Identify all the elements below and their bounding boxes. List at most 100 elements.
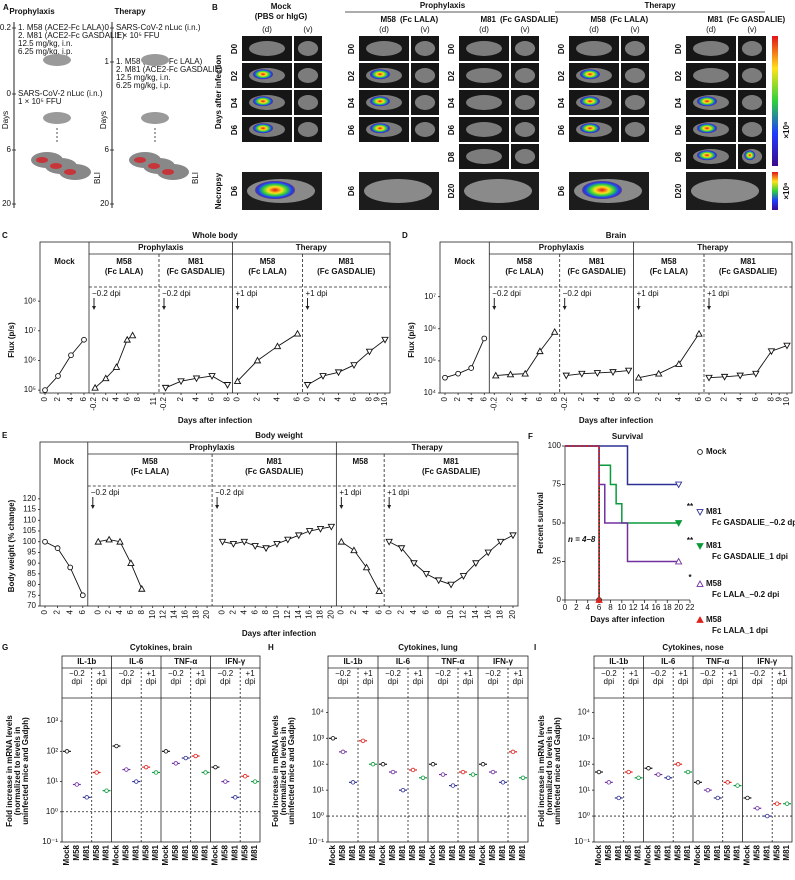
mouse-icon xyxy=(43,112,71,124)
median-point xyxy=(360,738,366,744)
group-name: M58 xyxy=(590,15,606,24)
bli-signal xyxy=(253,96,273,107)
mouse-silhouette xyxy=(297,68,319,83)
median-point xyxy=(774,801,780,806)
y-axis-label: Fold increase in mRNA levels xyxy=(5,715,14,827)
arrow-head xyxy=(387,505,392,509)
group-sub: (Fc GASDALIE) xyxy=(727,15,786,24)
y-axis-label: uninfected mice and Gadph) xyxy=(287,717,296,825)
category-label: M81 xyxy=(250,844,259,860)
x-tick-label: 10 xyxy=(148,609,157,618)
survival-curve xyxy=(565,445,600,600)
day-label: D20 xyxy=(674,183,683,198)
protocol-text: 1 × 10⁵ FFU xyxy=(18,97,62,106)
axis-label: Days xyxy=(1,111,10,129)
group-name: Mock xyxy=(54,257,75,266)
dpi-label: dpi xyxy=(171,677,182,686)
median-point xyxy=(616,795,621,801)
median-point xyxy=(440,772,446,777)
y-tick-label: 10² xyxy=(312,759,324,768)
data-point xyxy=(481,335,488,342)
median-point xyxy=(203,770,208,775)
dpi-note: +1 dpi xyxy=(236,289,258,298)
mouse-silhouette xyxy=(466,122,502,137)
day-label: D6 xyxy=(674,124,683,135)
median-point xyxy=(460,769,466,775)
x-tick-label: -0.2 xyxy=(560,396,569,410)
group-sub: (Fc LALA) xyxy=(610,15,649,24)
median-point xyxy=(765,813,770,819)
category-label: M81 xyxy=(683,844,692,860)
x-tick-label: 2 xyxy=(229,609,238,614)
category-label: M81 xyxy=(131,844,140,860)
dpi-label: +1 xyxy=(728,669,738,678)
signal xyxy=(64,169,76,175)
x-tick-label: 2 xyxy=(53,609,62,614)
category-label: M58 xyxy=(604,844,613,860)
phase-label: Prophylaxis xyxy=(189,443,235,452)
dpi-label: −0.2 xyxy=(69,669,85,678)
dpi-label: +1 xyxy=(513,669,523,678)
group-name: M81 xyxy=(188,257,204,266)
panel-letter: B xyxy=(212,3,218,12)
x-tick-label: 8 xyxy=(608,603,613,612)
data-point xyxy=(365,348,374,356)
category-label: M58 xyxy=(653,844,662,860)
data-point xyxy=(624,367,633,375)
category-label: M58 xyxy=(191,844,200,860)
group-sub: (Fc GASDALIE) xyxy=(568,267,627,276)
category-label: Mock xyxy=(211,844,220,865)
chart-title: Body weight xyxy=(255,431,303,440)
data-point xyxy=(319,373,327,380)
dpi-note: −0.2 dpi xyxy=(492,289,521,298)
x-tick-label: 12 xyxy=(159,609,168,618)
data-point xyxy=(112,363,121,370)
median-point xyxy=(666,775,671,780)
day-label: D4 xyxy=(347,97,356,108)
data-point xyxy=(303,382,312,389)
group-name: M58 xyxy=(380,15,396,24)
day-label: D6 xyxy=(347,185,356,196)
data-point xyxy=(593,370,602,377)
significance: * xyxy=(688,573,692,582)
data-point xyxy=(472,560,480,568)
day-label: D4 xyxy=(557,97,566,108)
median-point xyxy=(380,762,386,767)
day-label: 6 xyxy=(105,145,110,154)
category-label: M58 xyxy=(673,844,682,860)
series-line xyxy=(638,333,700,379)
survival-curve xyxy=(565,445,679,563)
arrow-head xyxy=(90,505,95,509)
y-tick-label: 90 xyxy=(27,558,36,567)
data-point xyxy=(81,336,87,343)
mouse-silhouette xyxy=(741,122,763,137)
mouse-silhouette xyxy=(624,68,646,83)
x-tick-label: 6 xyxy=(78,609,87,614)
dpi-label: dpi xyxy=(703,677,714,686)
data-point xyxy=(218,538,227,546)
median-point xyxy=(143,764,149,770)
dpi-label: dpi xyxy=(96,677,107,686)
x-tick-label: 20 xyxy=(674,603,683,612)
view-label: (v) xyxy=(420,25,430,34)
y-tick-label: 10⁴ xyxy=(312,707,325,716)
x-tick-label: 10 xyxy=(446,609,455,618)
median-point xyxy=(193,753,198,759)
dpi-label: −0.2 xyxy=(485,669,501,678)
protocol-title: Therapy xyxy=(114,7,146,16)
dpi-label: −0.2 xyxy=(335,669,351,678)
group-name: IFN-γ xyxy=(493,657,514,666)
category-label: M81 xyxy=(634,844,643,860)
data-point xyxy=(468,365,475,371)
data-point xyxy=(442,374,448,381)
y-axis-label: Fold increase in mRNA levels xyxy=(537,715,546,827)
phase-label: Therapy xyxy=(412,443,444,452)
category-label: M81 xyxy=(102,844,111,860)
median-point xyxy=(153,770,159,775)
data-point xyxy=(334,369,343,377)
data-point xyxy=(783,342,791,350)
x-tick-label: 2 xyxy=(506,396,515,401)
x-tick-label: -0.2 xyxy=(489,396,498,410)
data-point xyxy=(138,584,146,592)
y-tick-label: 0 xyxy=(557,595,562,604)
